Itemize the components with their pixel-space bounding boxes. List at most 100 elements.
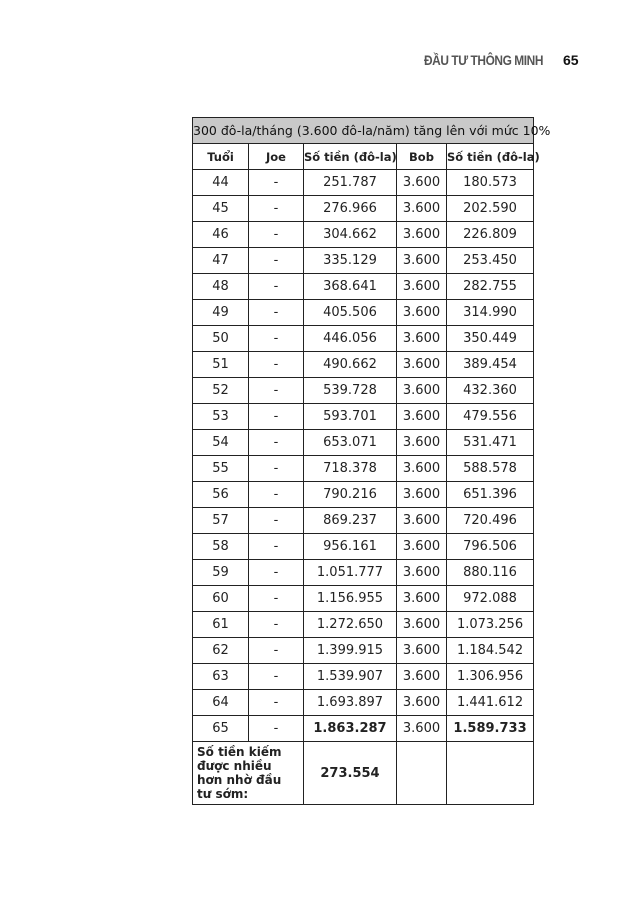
table-row: 65-1.863.287 3.600 1.589.733 xyxy=(192,715,535,742)
table-row: 47-335.129 3.600 253.450 xyxy=(192,247,535,274)
table-row: 58-956.161 3.600 796.506 xyxy=(192,533,535,560)
bob-amount-cell: 479.556 xyxy=(445,403,535,430)
joe-amount-cell: 251.787 xyxy=(303,169,397,196)
bob-amount-cell: 1.589.733 xyxy=(445,715,535,742)
joe-contribution-cell: - xyxy=(248,351,304,378)
bob-contribution-cell: 3.600 xyxy=(396,351,447,378)
joe-amount-cell: 368.641 xyxy=(303,273,397,300)
bob-amount-cell: 651.396 xyxy=(445,481,535,508)
bob-contribution-cell: 3.600 xyxy=(396,403,447,430)
table-row: 45-276.966 3.600 202.590 xyxy=(192,195,535,222)
table-title: 300 đô-la/tháng (3.600 đô-la/năm) tăng l… xyxy=(191,117,550,144)
table-row: 44-251.787 3.600 180.573 xyxy=(192,169,535,196)
bob-contribution-cell: 3.600 xyxy=(396,637,447,664)
bob-contribution-cell: 3.600 xyxy=(396,325,447,352)
bob-amount-cell: 432.360 xyxy=(445,377,535,404)
joe-contribution-cell: - xyxy=(248,169,304,196)
table-row: 46-304.662 3.600 226.809 xyxy=(192,221,535,248)
running-title: ĐẦU TƯ THÔNG MINH xyxy=(424,52,543,68)
joe-amount-cell: 335.129 xyxy=(303,247,397,274)
joe-amount-cell: 653.071 xyxy=(303,429,397,456)
joe-contribution-cell: - xyxy=(248,377,304,404)
bob-amount-cell: 972.088 xyxy=(445,585,535,612)
bob-amount-cell: 350.449 xyxy=(445,325,535,352)
joe-amount-cell: 593.701 xyxy=(303,403,397,430)
joe-amount-cell: 1.863.287 xyxy=(303,715,397,742)
table-row: 51-490.662 3.600 389.454 xyxy=(192,351,535,378)
bob-contribution-cell: 3.600 xyxy=(396,247,447,274)
age-cell: 50 xyxy=(192,325,249,352)
age-cell: 54 xyxy=(192,429,249,456)
joe-amount-cell: 539.728 xyxy=(303,377,397,404)
joe-amount-cell: 405.506 xyxy=(303,299,397,326)
bob-contribution-cell: 3.600 xyxy=(396,585,447,612)
joe-amount-cell: 1.399.915 xyxy=(303,637,397,664)
joe-contribution-cell: - xyxy=(248,299,304,326)
joe-contribution-cell: - xyxy=(248,429,304,456)
joe-contribution-cell: - xyxy=(248,325,304,352)
age-cell: 57 xyxy=(192,507,249,534)
bob-amount-cell: 1.306.956 xyxy=(445,663,535,690)
bob-amount-cell: 202.590 xyxy=(445,195,535,222)
bob-amount-cell: 226.809 xyxy=(445,221,535,248)
joe-amount-cell: 304.662 xyxy=(303,221,397,248)
bob-amount-cell: 1.073.256 xyxy=(445,611,535,638)
column-header-bob-amount: Số tiền (đô-la) xyxy=(445,143,540,170)
bob-amount-cell: 720.496 xyxy=(445,507,535,534)
table-row: 48-368.641 3.600 282.755 xyxy=(192,273,535,300)
bob-amount-cell: 1.441.612 xyxy=(445,689,535,716)
bob-contribution-cell: 3.600 xyxy=(396,559,447,586)
table-row: 49-405.506 3.600 314.990 xyxy=(192,299,535,326)
age-cell: 52 xyxy=(192,377,249,404)
bob-contribution-cell: 3.600 xyxy=(396,377,447,404)
joe-amount-cell: 869.237 xyxy=(303,507,397,534)
joe-amount-cell: 790.216 xyxy=(303,481,397,508)
summary-row: Số tiền kiếm được nhiều hơn nhờ đầu tư s… xyxy=(192,741,535,805)
table-row: 56-790.216 3.600 651.396 xyxy=(192,481,535,508)
bob-contribution-cell: 3.600 xyxy=(396,429,447,456)
joe-amount-cell: 1.693.897 xyxy=(303,689,397,716)
joe-contribution-cell: - xyxy=(248,403,304,430)
page-number: 65 xyxy=(563,52,579,68)
age-cell: 51 xyxy=(192,351,249,378)
joe-contribution-cell: - xyxy=(248,273,304,300)
age-cell: 65 xyxy=(192,715,249,742)
bob-contribution-cell: 3.600 xyxy=(396,663,447,690)
joe-contribution-cell: - xyxy=(248,611,304,638)
bob-amount-cell: 880.116 xyxy=(445,559,535,586)
joe-amount-cell: 446.056 xyxy=(303,325,397,352)
joe-amount-cell: 718.378 xyxy=(303,455,397,482)
column-header-bob: Bob xyxy=(396,143,447,170)
joe-contribution-cell: - xyxy=(248,585,304,612)
age-cell: 62 xyxy=(192,637,249,664)
bob-contribution-cell: 3.600 xyxy=(396,533,447,560)
age-cell: 58 xyxy=(192,533,249,560)
joe-amount-cell: 1.272.650 xyxy=(303,611,397,638)
bob-contribution-cell: 3.600 xyxy=(396,715,447,742)
joe-contribution-cell: - xyxy=(248,663,304,690)
summary-label: Số tiền kiếm được nhiều hơn nhờ đầu tư s… xyxy=(192,741,304,805)
age-cell: 49 xyxy=(192,299,249,326)
bob-contribution-cell: 3.600 xyxy=(396,299,447,326)
bob-amount-cell: 282.755 xyxy=(445,273,535,300)
table-row: 53-593.701 3.600 479.556 xyxy=(192,403,535,430)
age-cell: 46 xyxy=(192,221,249,248)
age-cell: 44 xyxy=(192,169,249,196)
age-cell: 61 xyxy=(192,611,249,638)
bob-contribution-cell: 3.600 xyxy=(396,611,447,638)
bob-amount-cell: 1.184.542 xyxy=(445,637,535,664)
age-cell: 59 xyxy=(192,559,249,586)
joe-contribution-cell: - xyxy=(248,507,304,534)
age-cell: 63 xyxy=(192,663,249,690)
column-header-joe: Joe xyxy=(248,143,304,170)
bob-amount-cell: 796.506 xyxy=(445,533,535,560)
column-header-joe-amount: Số tiền (đô-la) xyxy=(303,143,397,170)
joe-contribution-cell: - xyxy=(248,221,304,248)
age-cell: 56 xyxy=(192,481,249,508)
joe-contribution-cell: - xyxy=(248,455,304,482)
age-cell: 47 xyxy=(192,247,249,274)
age-cell: 53 xyxy=(192,403,249,430)
joe-amount-cell: 1.051.777 xyxy=(303,559,397,586)
joe-amount-cell: 1.156.955 xyxy=(303,585,397,612)
table-row: 60-1.156.955 3.600 972.088 xyxy=(192,585,535,612)
